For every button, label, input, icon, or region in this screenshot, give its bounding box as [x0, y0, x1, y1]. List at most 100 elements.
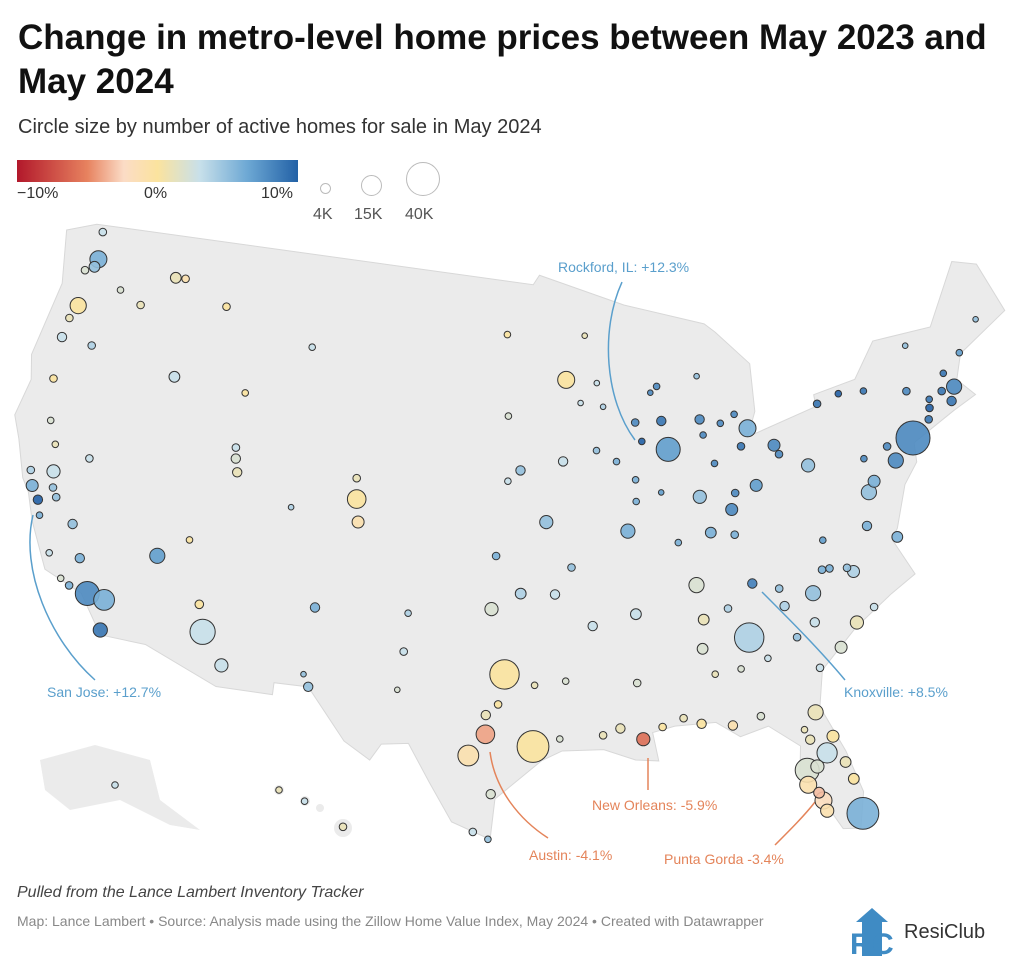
metro-circle[interactable] [801, 458, 816, 473]
metro-circle[interactable] [599, 403, 607, 411]
metro-circle[interactable] [168, 370, 181, 383]
metro-circle[interactable] [93, 589, 115, 611]
metro-circle[interactable] [51, 492, 61, 502]
metro-circle[interactable] [774, 449, 784, 459]
metro-circle[interactable] [747, 578, 758, 589]
metro-circle[interactable] [946, 395, 957, 407]
metro-circle[interactable] [88, 260, 101, 273]
metro-circle[interactable] [805, 585, 822, 602]
metro-circle[interactable] [275, 786, 283, 794]
metro-circle[interactable] [404, 609, 412, 618]
metro-circle[interactable] [615, 723, 626, 734]
metro-circle[interactable] [399, 647, 409, 656]
metro-circle[interactable] [696, 642, 709, 655]
metro-circle[interactable] [136, 300, 145, 310]
metro-circle[interactable] [774, 584, 784, 593]
metro-circle[interactable] [694, 414, 705, 425]
metro-circle[interactable] [696, 718, 707, 729]
metro-circle[interactable] [955, 348, 964, 357]
metro-circle[interactable] [491, 551, 501, 561]
metro-circle[interactable] [561, 677, 570, 686]
metro-circle[interactable] [647, 389, 654, 397]
metro-circle[interactable] [308, 343, 317, 352]
metro-circle[interactable] [67, 518, 78, 530]
metro-circle[interactable] [711, 670, 720, 679]
metro-circle[interactable] [189, 618, 216, 645]
metro-circle[interactable] [860, 454, 868, 463]
metro-circle[interactable] [87, 341, 96, 350]
metro-circle[interactable] [834, 389, 843, 398]
metro-circle[interactable] [859, 387, 868, 395]
metro-circle[interactable] [937, 386, 947, 396]
metro-circle[interactable] [232, 467, 243, 478]
metro-circle[interactable] [779, 600, 790, 612]
metro-circle[interactable] [825, 564, 834, 573]
metro-circle[interactable] [300, 797, 309, 806]
metro-circle[interactable] [65, 313, 74, 323]
metro-circle[interactable] [704, 526, 717, 539]
metro-circle[interactable] [632, 497, 641, 506]
metro-circle[interactable] [567, 563, 576, 572]
metro-circle[interactable] [457, 744, 480, 767]
metro-circle[interactable] [557, 456, 569, 467]
metro-circle[interactable] [632, 678, 642, 688]
metro-circle[interactable] [867, 474, 881, 488]
metro-circle[interactable] [839, 756, 852, 768]
metro-circle[interactable] [820, 803, 835, 818]
metro-circle[interactable] [516, 730, 550, 763]
metro-circle[interactable] [767, 438, 781, 452]
metro-circle[interactable] [727, 720, 739, 731]
metro-circle[interactable] [631, 476, 640, 484]
metro-circle[interactable] [656, 415, 667, 427]
metro-circle[interactable] [846, 797, 880, 830]
metro-circle[interactable] [46, 464, 61, 479]
metro-circle[interactable] [493, 700, 503, 709]
metro-circle[interactable] [710, 459, 719, 468]
metro-circle[interactable] [352, 473, 362, 483]
metro-circle[interactable] [730, 410, 738, 419]
metro-circle[interactable] [98, 227, 108, 237]
metro-circle[interactable] [149, 547, 166, 564]
metro-circle[interactable] [485, 789, 496, 800]
metro-circle[interactable] [592, 446, 601, 455]
metro-circle[interactable] [35, 511, 44, 520]
metro-circle[interactable] [652, 382, 661, 391]
metro-circle[interactable] [882, 442, 892, 451]
metro-circle[interactable] [807, 704, 824, 721]
metro-circle[interactable] [25, 479, 39, 492]
metro-circle[interactable] [734, 622, 765, 653]
metro-circle[interactable] [813, 786, 825, 799]
metro-circle[interactable] [181, 274, 190, 284]
metro-circle[interactable] [504, 477, 512, 486]
metro-circle[interactable] [92, 622, 108, 638]
metro-circle[interactable] [939, 369, 948, 378]
metro-circle[interactable] [80, 265, 90, 275]
metro-circle[interactable] [805, 734, 816, 745]
metro-circle[interactable] [504, 412, 513, 420]
metro-circle[interactable] [185, 536, 194, 544]
metro-circle[interactable] [514, 587, 527, 600]
metro-circle[interactable] [826, 729, 840, 743]
metro-circle[interactable] [303, 681, 314, 692]
metro-circle[interactable] [230, 453, 242, 464]
metro-circle[interactable] [737, 665, 745, 673]
metro-circle[interactable] [891, 531, 904, 543]
metro-circle[interactable] [902, 386, 911, 396]
metro-circle[interactable] [587, 620, 598, 632]
metro-circle[interactable] [693, 372, 700, 380]
metro-circle[interactable] [51, 440, 60, 449]
metro-circle[interactable] [74, 553, 86, 564]
metro-circle[interactable] [816, 742, 838, 764]
metro-circle[interactable] [636, 732, 651, 747]
metro-circle[interactable] [530, 681, 539, 690]
metro-circle[interactable] [887, 452, 904, 469]
metro-circle[interactable] [946, 378, 963, 395]
metro-circle[interactable] [972, 316, 979, 323]
metro-circle[interactable] [861, 520, 873, 532]
metro-circle[interactable] [736, 442, 746, 451]
metro-circle[interactable] [638, 437, 646, 446]
metro-circle[interactable] [394, 686, 401, 694]
metro-circle[interactable] [924, 415, 934, 424]
metro-circle[interactable] [756, 711, 766, 721]
metro-circle[interactable] [842, 563, 852, 573]
